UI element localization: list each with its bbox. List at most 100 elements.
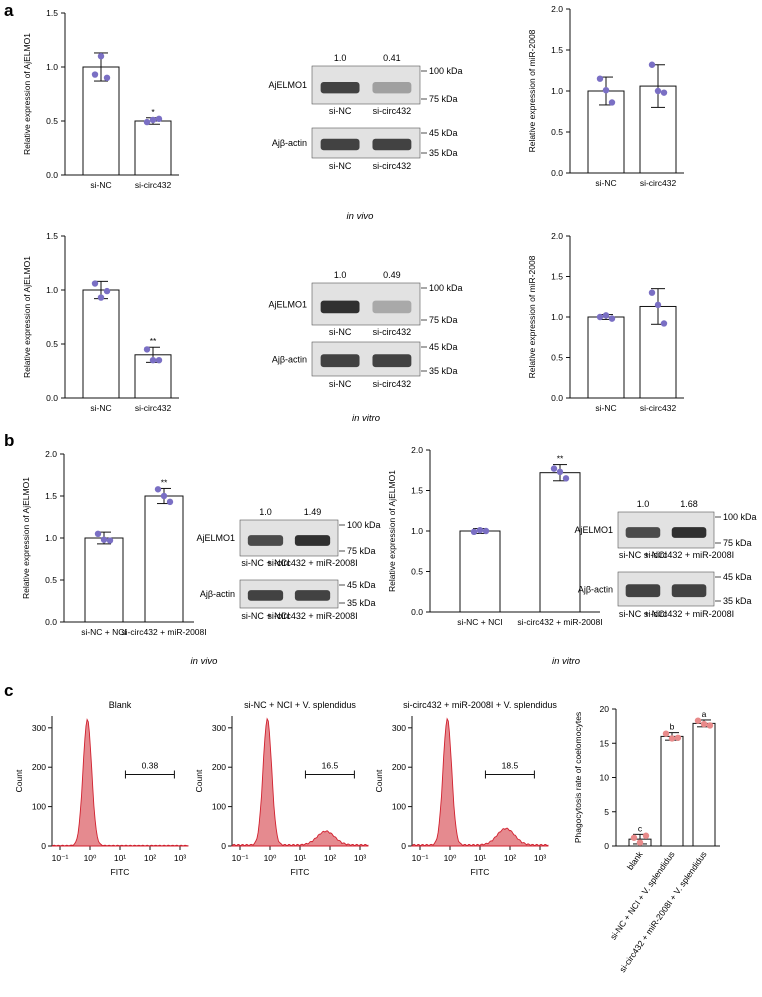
molecular-weight-marker: 100 kDa [429,66,463,76]
blot-row-label: AjELMO1 [574,525,613,535]
data-point [660,320,668,327]
blot-row-label: AjELMO1 [268,80,307,90]
bar-chart-a_vitro_elmo: 0.0 0.5 1.0 1.5 Relative expression of AjELM… [22,231,179,413]
data-point [149,116,157,124]
lane-label: si-NC + NCI [619,609,667,619]
data-point [91,280,99,287]
x-tick-label: si-circ432 [640,403,677,413]
bar [692,722,716,847]
y-tick-label: 0.0 [411,607,423,617]
data-point [482,527,490,535]
actin-band [320,354,360,368]
bar-chart-c_phago: 0 5 10 15 20 Phagocytosis rate of coelomocyte… [573,704,720,974]
data-point [648,61,656,68]
y-axis-label: Count [374,769,384,792]
y-tick-label: 2.0 [551,4,563,14]
molecular-weight-marker: 45 kDa [347,580,376,590]
y-tick-label: 0.0 [551,393,563,403]
data-point [654,301,662,309]
x-tick-label: blank [625,849,645,872]
data-point [668,735,676,742]
y-tick-label: 10 [600,773,610,783]
y-tick-label: 1.5 [45,491,57,501]
blot-row-label: AjELMO1 [196,533,235,543]
data-point [149,357,157,364]
data-point [654,87,662,95]
y-tick-label: 100 [32,802,46,812]
bar [82,66,120,176]
histogram-0: Blank 0 100 200 300 10⁻¹ 10⁰ 10¹ 10² 10³ Count FITC… [14,700,189,877]
y-axis-label: Relative expression of AjELMO1 [22,33,32,155]
actin-band [625,584,661,598]
y-tick-label: 0.0 [46,170,58,180]
bar-chart-a_vivo_elmo: 0.0 0.5 1.0 1.5 Relative expression of AjELM… [22,8,179,190]
y-tick-label: 0 [221,841,226,851]
data-point [648,289,656,296]
lane-label: si-circ432 [373,161,412,171]
x-tick-label: 10⁻¹ [232,853,249,863]
x-tick-label: 10⁰ [444,853,457,863]
data-point [662,730,670,737]
protein-band [247,535,284,546]
blot-row-label: Ajβ-actin [272,138,307,148]
x-tick-label: si-NC + NCI [457,617,503,627]
data-point [636,839,644,846]
data-point [155,115,163,123]
lane-label: si-NC [329,327,352,337]
y-tick-label: 2.0 [411,445,423,455]
y-tick-label: 1.5 [46,8,58,18]
molecular-weight-marker: 35 kDa [347,598,376,608]
blot-row-label: Ajβ-actin [200,589,235,599]
data-point [470,528,478,536]
x-tick-label: 10⁻¹ [52,853,69,863]
lane-label: si-circ432 [373,106,412,116]
data-point [160,492,168,500]
data-point [700,720,708,728]
panel-label-b: b [4,431,14,450]
x-tick-label: si-NC + NCI [81,627,127,637]
band-quantification: 1.0 [259,507,272,517]
y-tick-label: 1.0 [551,86,563,96]
lane-label: si-circ432 + miR-2008I [644,550,734,560]
lane-label: si-NC + NCI [241,558,289,568]
data-point [694,717,702,724]
data-point [706,722,714,729]
blot-row-label: AjELMO1 [268,299,307,309]
data-point [602,312,610,319]
x-tick-label: 10⁻¹ [412,853,429,863]
fitc-histogram-curve [410,717,549,847]
data-point [155,357,163,364]
actin-band [372,354,412,368]
data-point [143,118,151,126]
data-point [103,287,111,295]
y-tick-label: 1.5 [551,272,563,282]
data-point [562,475,570,482]
condition-b-in-vitro: in vitro [552,656,580,667]
y-tick-label: 5 [604,807,609,817]
y-tick-label: 1.0 [46,285,58,295]
y-tick-label: 0.5 [551,127,563,137]
molecular-weight-marker: 75 kDa [429,315,458,325]
y-tick-label: 1.0 [411,526,423,536]
lane-label: si-NC + NCI [619,550,667,560]
y-tick-label: 0 [401,841,406,851]
y-tick-label: 1.5 [46,231,58,241]
protein-band [320,300,360,314]
y-tick-label: 1.5 [411,486,423,496]
y-tick-label: 300 [392,723,406,733]
data-point [103,74,111,82]
significance-label: * [151,107,155,117]
lane-label: si-circ432 [373,327,412,337]
molecular-weight-marker: 35 kDa [429,366,458,376]
band-quantification: 1.49 [304,507,322,517]
lane-label: si-NC + NCI [241,611,289,621]
x-tick-label: 10¹ [474,853,486,863]
band-quantification: 1.0 [334,270,347,280]
y-axis-label: Relative expression of AjELMO1 [21,477,31,599]
x-axis-label: FITC [471,867,490,877]
data-point [166,498,174,506]
y-tick-label: 100 [392,802,406,812]
x-tick-label: 10² [504,853,516,863]
bar [587,316,625,399]
